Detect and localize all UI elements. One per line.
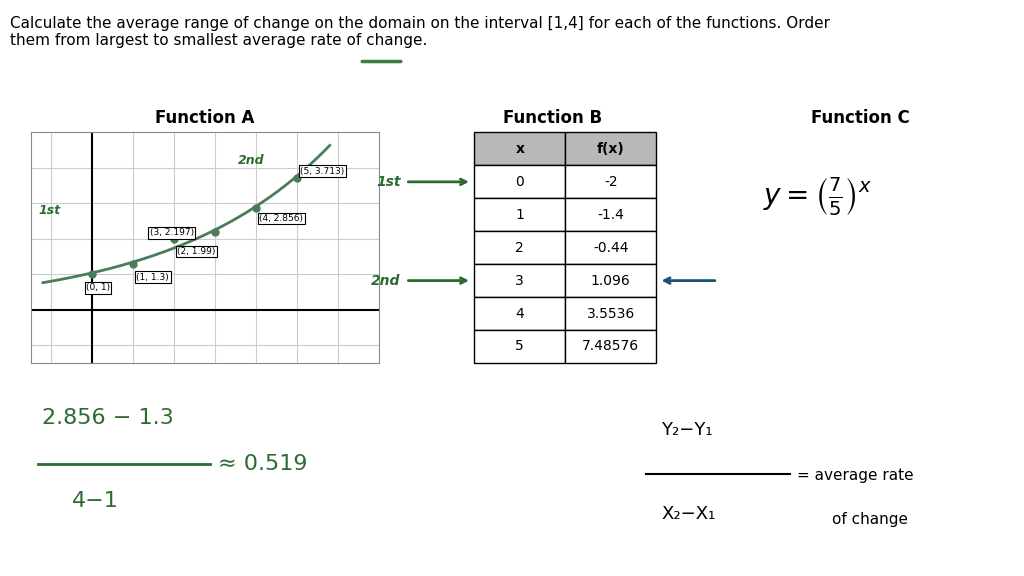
Text: f(x): f(x) — [597, 142, 625, 156]
Text: 2.856 − 1.3: 2.856 − 1.3 — [42, 408, 174, 428]
Text: 2nd: 2nd — [372, 274, 400, 287]
Text: (4, 2.856): (4, 2.856) — [259, 214, 303, 223]
Text: 1.096: 1.096 — [591, 274, 631, 287]
Text: (1, 1.3): (1, 1.3) — [136, 272, 169, 282]
Text: $y = \left(\frac{7}{5}\right)^x$: $y = \left(\frac{7}{5}\right)^x$ — [763, 176, 871, 218]
Bar — [474, 330, 565, 363]
Text: Y₂−Y₁: Y₂−Y₁ — [662, 422, 713, 439]
Text: (3, 2.197): (3, 2.197) — [150, 228, 194, 237]
Text: 4: 4 — [515, 306, 524, 320]
Text: -1.4: -1.4 — [597, 208, 625, 222]
Bar — [565, 198, 656, 231]
Bar — [565, 165, 656, 198]
Text: 3.5536: 3.5536 — [587, 306, 635, 320]
Text: (5, 3.713): (5, 3.713) — [300, 167, 344, 176]
Text: ≈ 0.519: ≈ 0.519 — [218, 454, 308, 473]
Bar — [474, 297, 565, 330]
Bar — [565, 264, 656, 297]
Text: (0, 1): (0, 1) — [86, 283, 111, 292]
Bar — [565, 231, 656, 264]
Text: Calculate the average range of change on the domain on the interval [1,4] for ea: Calculate the average range of change on… — [10, 16, 830, 48]
Bar — [565, 297, 656, 330]
Text: -0.44: -0.44 — [593, 241, 629, 255]
Text: 1: 1 — [515, 208, 524, 222]
Bar — [474, 198, 565, 231]
Text: x: x — [515, 142, 524, 156]
Text: 7.48576: 7.48576 — [583, 339, 639, 354]
Text: of change: of change — [833, 512, 908, 527]
Text: 2: 2 — [515, 241, 524, 255]
Text: = average rate: = average rate — [798, 468, 913, 483]
Text: Function C: Function C — [811, 109, 909, 127]
Bar — [474, 231, 565, 264]
Text: 3: 3 — [515, 274, 524, 287]
Bar — [474, 132, 565, 165]
Text: 0: 0 — [515, 175, 524, 189]
Text: Function B: Function B — [504, 109, 602, 127]
Bar — [565, 132, 656, 165]
Text: 1st: 1st — [39, 204, 61, 217]
Text: -2: -2 — [604, 175, 617, 189]
Bar — [474, 264, 565, 297]
Text: X₂−X₁: X₂−X₁ — [662, 505, 716, 524]
Text: 2nd: 2nd — [238, 154, 264, 168]
Bar — [565, 330, 656, 363]
Text: Function A: Function A — [155, 109, 255, 127]
Text: 4−1: 4−1 — [72, 491, 119, 511]
Text: (2, 1.99): (2, 1.99) — [177, 247, 216, 256]
Text: 1st: 1st — [376, 175, 400, 189]
Text: 5: 5 — [515, 339, 524, 354]
Bar — [474, 165, 565, 198]
